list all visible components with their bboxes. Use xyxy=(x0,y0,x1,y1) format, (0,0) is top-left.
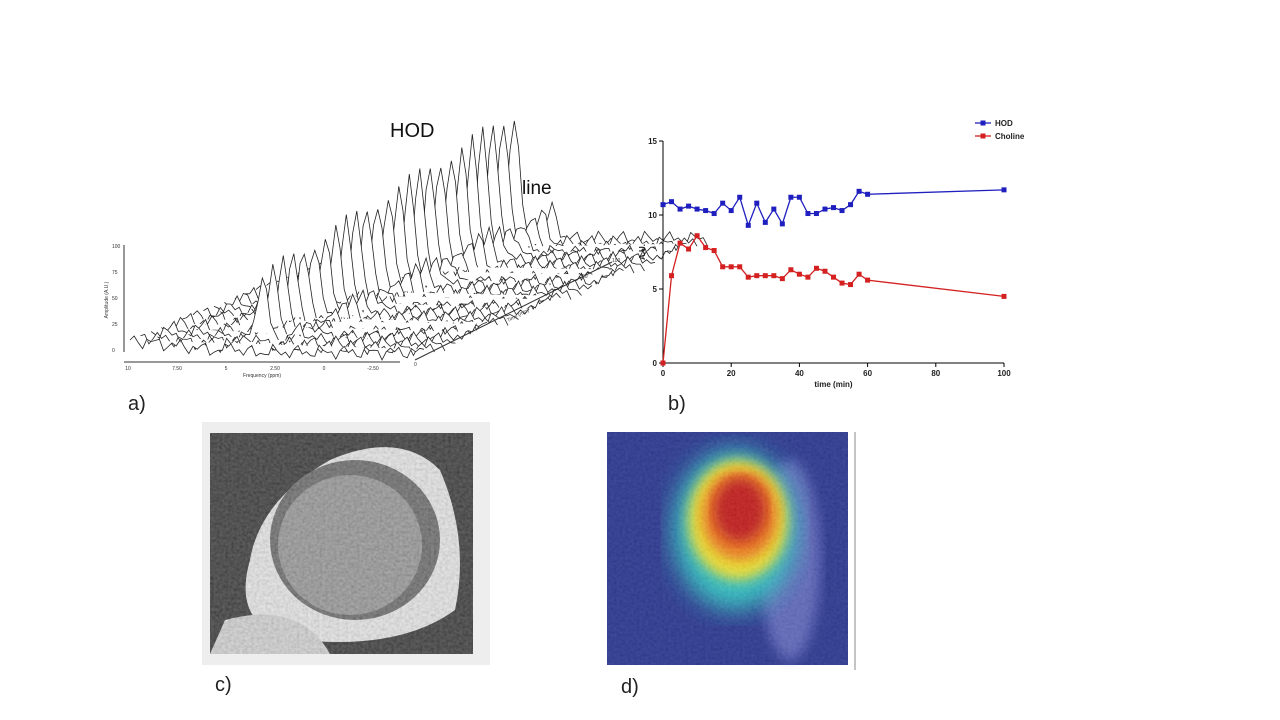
y-tick-label: 25 xyxy=(112,322,118,328)
point xyxy=(703,208,709,214)
y-tick-label: 75 xyxy=(112,270,118,276)
point xyxy=(822,206,828,212)
x-tick-label: -2.50 xyxy=(367,366,379,372)
time-tick-label: 100 xyxy=(612,258,621,264)
x-tick-label: 2.50 xyxy=(270,366,280,372)
point xyxy=(813,211,819,217)
point xyxy=(1001,293,1007,299)
panel-label: a) xyxy=(128,393,146,415)
point xyxy=(805,211,811,217)
y-axis-label: Amplitude (A.U.) xyxy=(104,281,110,318)
axis xyxy=(414,261,613,361)
point xyxy=(720,200,726,206)
legend-marker xyxy=(980,120,986,126)
y-tick-label: 100 xyxy=(112,244,121,250)
time-tick-label: 60 xyxy=(582,274,588,280)
legend-label: Choline xyxy=(995,132,1025,141)
x-tick-label: 0 xyxy=(661,369,666,378)
point xyxy=(737,194,743,200)
x-tick-label: 10 xyxy=(125,366,131,372)
point xyxy=(1001,187,1007,193)
point xyxy=(762,219,768,225)
x-axis-label: Frequency (ppm) xyxy=(243,373,281,379)
point xyxy=(669,273,675,279)
x-tick-label: 40 xyxy=(795,369,804,378)
point xyxy=(694,206,700,212)
point xyxy=(737,264,743,270)
point xyxy=(856,271,862,277)
y-tick-label: 5 xyxy=(653,285,658,294)
x-tick-label: 20 xyxy=(727,369,736,378)
point xyxy=(865,277,871,283)
point xyxy=(831,274,836,280)
peak-label: HOD xyxy=(390,120,434,142)
point xyxy=(728,208,734,214)
x-tick-label: 7.50 xyxy=(172,366,182,372)
point xyxy=(779,221,785,227)
point xyxy=(711,248,717,254)
y-axis-label: A.U. xyxy=(638,244,647,260)
point xyxy=(745,222,751,228)
panel-label: d) xyxy=(621,676,639,698)
panel-label: c) xyxy=(215,674,232,696)
x-tick-label: 80 xyxy=(931,369,940,378)
point xyxy=(660,360,666,366)
point xyxy=(754,273,760,279)
point xyxy=(848,282,854,288)
point xyxy=(771,273,777,279)
point xyxy=(754,200,760,206)
series-line xyxy=(662,234,1005,364)
point xyxy=(865,191,871,197)
x-tick-label: 60 xyxy=(863,369,872,378)
spectrum xyxy=(182,255,477,340)
point xyxy=(805,274,811,280)
x-tick-label: 100 xyxy=(997,369,1011,378)
legend-marker xyxy=(980,133,986,139)
point xyxy=(813,265,819,271)
y-tick-label: 0 xyxy=(112,348,115,354)
point xyxy=(694,233,700,239)
point xyxy=(762,273,768,279)
y-tick-label: 10 xyxy=(648,211,657,220)
point xyxy=(822,268,828,274)
point xyxy=(796,194,802,200)
time-tick-label: 0 xyxy=(414,362,417,368)
point xyxy=(686,246,692,252)
point xyxy=(677,240,683,246)
point xyxy=(788,194,794,200)
point xyxy=(848,202,854,208)
x-tick-label: 0 xyxy=(323,366,326,372)
y-tick-label: 0 xyxy=(653,359,658,368)
y-tick-label: 50 xyxy=(112,296,118,302)
point xyxy=(677,206,683,212)
point xyxy=(660,202,666,208)
panel-label: b) xyxy=(668,393,686,415)
mri-image xyxy=(202,422,490,665)
legend-label: HOD xyxy=(995,119,1013,128)
x-axis-label: time (min) xyxy=(814,380,853,389)
x-tick-label: 5 xyxy=(225,366,228,372)
point xyxy=(686,203,692,209)
y-tick-label: 15 xyxy=(648,137,657,146)
point xyxy=(669,199,675,205)
spectrum xyxy=(129,335,425,361)
point xyxy=(796,271,802,277)
point xyxy=(779,276,785,282)
point xyxy=(703,245,709,251)
point xyxy=(831,205,836,211)
point xyxy=(745,274,751,280)
heatmap-image xyxy=(607,432,856,670)
point xyxy=(720,264,726,270)
point xyxy=(728,264,734,270)
point xyxy=(788,267,794,273)
point xyxy=(839,280,845,286)
point xyxy=(856,188,862,194)
point xyxy=(771,206,777,212)
point xyxy=(839,208,845,214)
point xyxy=(711,211,717,217)
